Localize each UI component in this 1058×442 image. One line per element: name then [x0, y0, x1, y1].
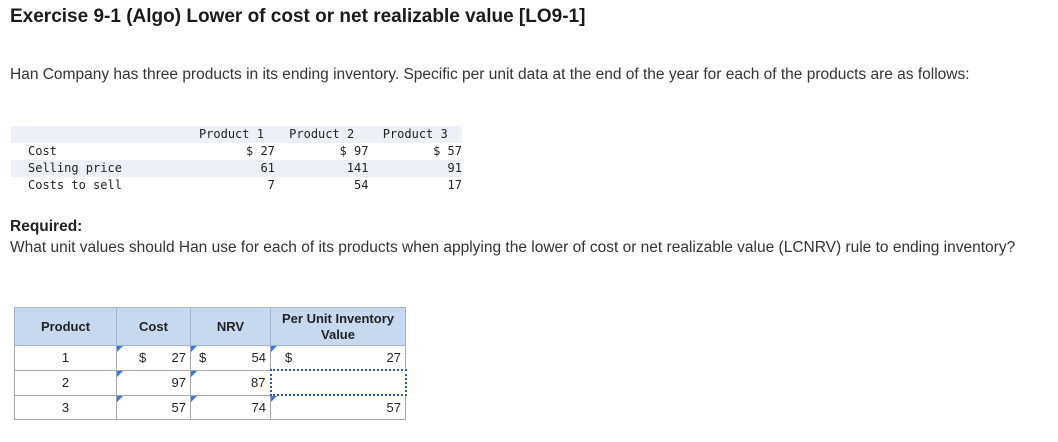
data-row-cost: Cost $ 27 $ 97 $ 57: [11, 143, 462, 160]
header-product-2: Product 2: [274, 126, 369, 143]
required-question: What unit values should Han use for each…: [10, 239, 1016, 256]
answer-row: 3 57 74 57: [14, 394, 406, 420]
nrv-input[interactable]: $54: [190, 345, 271, 371]
data-cell: 61: [188, 160, 275, 177]
cost-input[interactable]: 97: [116, 369, 191, 396]
header-product-3: Product 3: [368, 126, 462, 143]
product-cell: 1: [14, 345, 117, 371]
header-nrv: NRV: [190, 307, 271, 346]
header-product-1: Product 1: [188, 126, 275, 143]
input-flag-icon: [191, 395, 197, 402]
data-cell: $ 57: [433, 144, 462, 158]
data-cell: 91: [368, 160, 462, 177]
data-cell: 141: [274, 160, 369, 177]
input-flag-icon: [271, 346, 277, 352]
cost-input[interactable]: $27: [116, 345, 191, 371]
product-cell: 3: [14, 394, 117, 420]
row-label: Selling price: [11, 160, 188, 177]
input-flag-icon: [271, 396, 277, 402]
product-cell: 2: [14, 369, 117, 396]
currency-symbol: $: [199, 350, 207, 366]
input-flag-icon: [191, 346, 197, 353]
currency-symbol: $: [285, 350, 293, 365]
data-cell: 7: [267, 178, 275, 192]
input-flag-icon: [117, 371, 123, 377]
nrv-input[interactable]: 87: [190, 369, 271, 396]
problem-description: Han Company has three products in its en…: [10, 66, 970, 83]
nrv-input[interactable]: 74: [190, 394, 271, 420]
data-cell: $ 27: [246, 144, 275, 158]
inventory-value-input[interactable]: 57: [270, 394, 406, 420]
input-flag-icon: [191, 371, 197, 377]
data-table-header-row: Product 1 Product 2 Product 3: [11, 126, 462, 143]
answer-row: 1 $27 $54 $27: [14, 345, 406, 371]
row-label: Costs to sell: [28, 178, 122, 192]
inventory-value-input[interactable]: $27: [270, 345, 406, 371]
answer-table: Product Cost NRV Per Unit Inventory Valu…: [14, 307, 407, 420]
inventory-value-input[interactable]: [269, 369, 407, 396]
input-flag-icon: [117, 395, 123, 402]
currency-symbol: $: [139, 350, 147, 366]
answer-row: 2 97 87: [14, 369, 407, 396]
data-row-costs-to-sell: Costs to sell 7 54 17: [11, 177, 462, 194]
header-product: Product: [14, 307, 117, 346]
data-cell: $ 97: [339, 144, 369, 158]
header-cost: Cost: [116, 307, 191, 346]
exercise-title: Exercise 9-1 (Algo) Lower of cost or net…: [10, 6, 586, 27]
row-label: Cost: [28, 144, 57, 158]
cost-input[interactable]: 57: [116, 394, 191, 420]
header-inventory-value: Per Unit Inventory Value: [270, 307, 406, 346]
answer-header-row: Product Cost NRV Per Unit Inventory Valu…: [14, 307, 406, 346]
product-data-table: Product 1 Product 2 Product 3 Cost $ 27 …: [11, 126, 462, 194]
input-flag-icon: [117, 346, 123, 353]
data-cell: 54: [353, 178, 369, 192]
required-heading: Required:: [10, 218, 83, 235]
data-cell: 17: [447, 178, 462, 192]
data-row-selling-price: Selling price 61 141 91: [11, 160, 462, 177]
